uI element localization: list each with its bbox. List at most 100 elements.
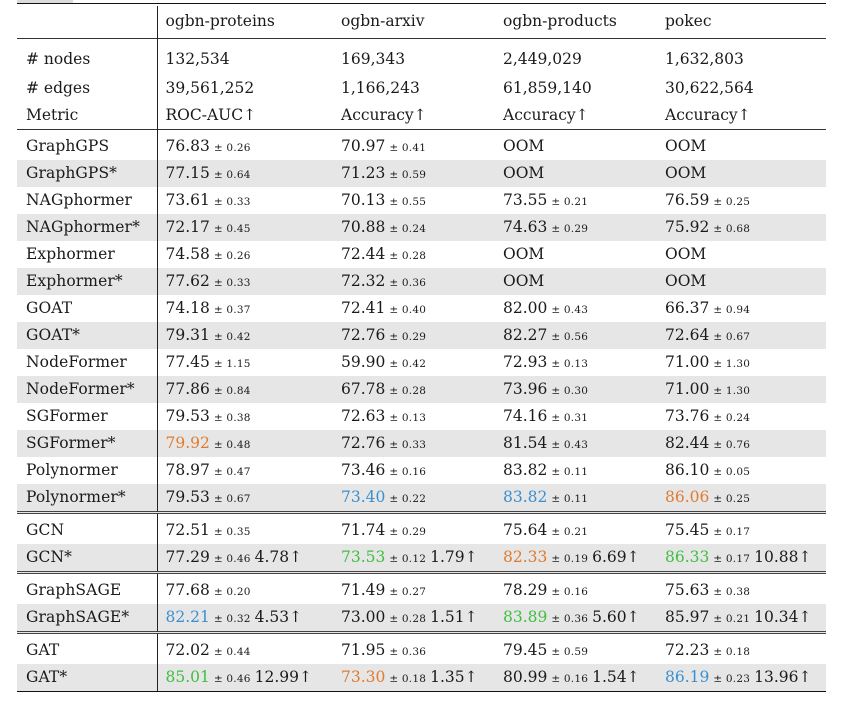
result-cell: 72.17 ± 0.45: [156, 214, 333, 241]
result-cell: 67.78 ± 0.28: [333, 376, 495, 403]
table-row: GraphSAGE* 82.21 ± 0.32 4.53↑ 73.00 ± 0.28 1.5…: [17, 604, 826, 633]
model-name: GOAT: [26, 298, 73, 317]
result-cell: 79.53 ± 0.67: [156, 484, 333, 513]
result-cell: 73.46 ± 0.16: [333, 457, 495, 484]
result-std: ± 0.21: [713, 612, 751, 625]
result-improvement: 12.99↑: [254, 667, 312, 686]
result-cell: 78.29 ± 0.16: [495, 571, 657, 604]
result-cell: 70.97 ± 0.41: [333, 129, 495, 160]
table-row: Exphormer* 77.62 ± 0.33 72.32 ± 0.36 OOM OOM: [17, 268, 826, 295]
result-cell: 73.55 ± 0.21: [495, 187, 657, 214]
stat-value: Accuracy↑: [341, 105, 427, 124]
result-value: 77.86: [165, 379, 210, 398]
result-value: 86.06: [665, 487, 710, 506]
result-cell: 79.31 ± 0.42: [156, 322, 333, 349]
model-name: GraphSAGE: [17, 571, 157, 604]
result-value: 75.64: [503, 520, 548, 539]
result-std: ± 0.16: [551, 585, 589, 598]
table-row: NAGphormer* 72.17 ± 0.45 70.88 ± 0.24 74.63 ± …: [17, 214, 826, 241]
result-value: 71.23: [341, 163, 386, 182]
result-cell: 72.32 ± 0.36: [333, 268, 495, 295]
result-std: ± 1.30: [713, 357, 751, 370]
result-std: ± 0.37: [213, 303, 251, 316]
result-cell: 86.33 ± 0.17 10.88↑: [657, 544, 826, 573]
result-cell: 72.23 ± 0.18: [657, 631, 826, 664]
result-improvement: 5.60↑: [592, 607, 640, 626]
result-value: 72.63: [341, 406, 386, 425]
result-cell: 82.21 ± 0.32 4.53↑: [156, 604, 333, 633]
result-cell: 86.10 ± 0.05: [657, 457, 826, 484]
result-improvement: 13.96↑: [754, 667, 812, 686]
result-value: 73.55: [503, 190, 548, 209]
table-row: GraphSAGE 77.68 ± 0.20 71.49 ± 0.27 78.29 ± 0.…: [17, 571, 826, 604]
result-cell: 73.30 ± 0.18 1.35↑: [333, 664, 495, 692]
result-value: OOM: [665, 271, 707, 290]
result-std: ± 0.12: [389, 552, 427, 565]
result-value: 79.31: [165, 325, 210, 344]
result-improvement: 1.35↑: [430, 667, 478, 686]
result-value: 72.64: [665, 325, 710, 344]
stat-value: 1,166,243: [341, 78, 420, 97]
stat-value: 132,534: [156, 38, 333, 75]
result-value: 77.45: [165, 352, 210, 371]
header-ogbn-products: ogbn-products: [503, 12, 617, 31]
result-std: ± 0.28: [389, 249, 427, 262]
result-cell: OOM: [657, 129, 826, 160]
result-value: OOM: [665, 136, 707, 155]
result-cell: 71.23 ± 0.59: [333, 160, 495, 187]
result-std: ± 0.43: [551, 438, 589, 451]
result-std: ± 0.33: [213, 276, 251, 289]
result-value: 72.41: [341, 298, 386, 317]
result-value: OOM: [503, 136, 545, 155]
result-value: OOM: [665, 163, 707, 182]
result-value: 82.00: [503, 298, 548, 317]
result-cell: 82.33 ± 0.19 6.69↑: [495, 544, 657, 573]
result-cell: 72.76 ± 0.29: [333, 322, 495, 349]
result-cell: 83.82 ± 0.11: [495, 484, 657, 513]
result-cell: 73.00 ± 0.28 1.51↑: [333, 604, 495, 633]
result-cell: 72.51 ± 0.35: [156, 511, 333, 544]
result-std: ± 0.43: [551, 303, 589, 316]
result-cell: 72.63 ± 0.13: [333, 403, 495, 430]
result-std: ± 0.11: [551, 492, 589, 505]
result-std: ± 0.13: [389, 411, 427, 424]
result-value: 72.23: [665, 640, 710, 659]
model-name: Exphormer: [26, 244, 115, 263]
result-cell: 72.44 ± 0.28: [333, 241, 495, 268]
result-cell: 78.97 ± 0.47: [156, 457, 333, 484]
result-value: 82.33: [503, 547, 548, 566]
result-value: 74.16: [503, 406, 548, 425]
result-cell: 79.92 ± 0.48: [156, 430, 333, 457]
result-value: 75.45: [665, 520, 710, 539]
result-value: 82.21: [165, 607, 210, 626]
model-name: NodeFormer: [26, 352, 127, 371]
stat-label: # nodes: [17, 38, 157, 75]
result-value: 86.10: [665, 460, 710, 479]
result-cell: 66.37 ± 0.94: [657, 295, 826, 322]
model-name: Polynormer: [26, 460, 118, 479]
model-name: NAGphormer: [26, 190, 133, 209]
result-cell: 74.16 ± 0.31: [495, 403, 657, 430]
result-value: 73.40: [341, 487, 386, 506]
model-name: SGFormer*: [17, 430, 157, 457]
result-std: ± 0.16: [389, 465, 427, 478]
result-value: OOM: [503, 163, 545, 182]
result-value: 79.92: [165, 433, 210, 452]
result-cell: 83.82 ± 0.11: [495, 457, 657, 484]
result-value: 73.00: [341, 607, 386, 626]
result-std: ± 0.33: [389, 438, 427, 451]
model-name: NodeFormer*: [17, 376, 157, 403]
result-std: ± 0.11: [551, 465, 589, 478]
header-ogbn-proteins: ogbn-proteins: [156, 6, 333, 39]
result-value: 70.97: [341, 136, 386, 155]
result-value: 79.45: [503, 640, 548, 659]
result-value: 74.18: [165, 298, 210, 317]
result-std: ± 0.17: [713, 525, 751, 538]
result-value: 71.49: [341, 580, 386, 599]
result-value: 81.54: [503, 433, 548, 452]
stat-value: 61,859,140: [503, 78, 592, 97]
result-cell: OOM: [495, 268, 657, 295]
stat-row-metric: Metric ROC-AUC↑ Accuracy↑ Accuracy↑ Accu…: [17, 102, 826, 130]
result-std: ± 0.25: [713, 492, 751, 505]
model-name: Polynormer*: [17, 484, 157, 513]
